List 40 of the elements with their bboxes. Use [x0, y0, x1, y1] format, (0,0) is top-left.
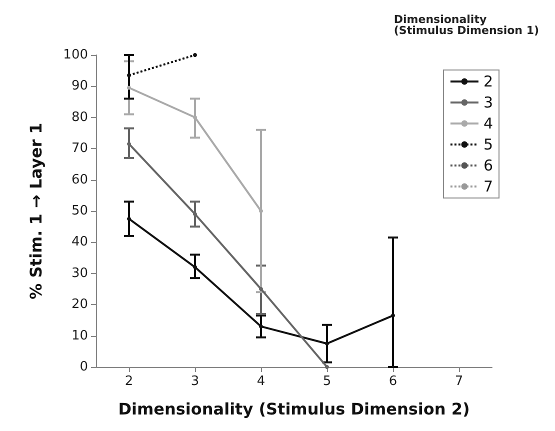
x-tick-label: 7 [454, 374, 464, 389]
point [127, 73, 131, 78]
point [127, 142, 131, 146]
point [325, 342, 329, 346]
y-tick-label: 70 [71, 141, 88, 156]
point [391, 314, 395, 318]
point [193, 53, 197, 57]
y-tick-label: 20 [71, 297, 88, 312]
y-tick-label: 100 [63, 48, 88, 62]
y-tick-label: 40 [71, 234, 88, 250]
y-tick-label: 60 [71, 172, 88, 188]
y-axis-title: % Stim. 1 → Layer 1 [26, 122, 46, 300]
legend-label: 3 [483, 94, 494, 112]
x-tick-label: 2 [124, 374, 134, 389]
x-tick-label: 5 [322, 374, 332, 389]
x-tick-label: 3 [190, 374, 200, 389]
x-axis-title: Dimensionality (Stimulus Dimension 2) [118, 400, 470, 418]
point [259, 287, 263, 291]
legend-title: Dimensionality (Stimulus Dimension 1) [394, 13, 540, 37]
point [259, 324, 263, 328]
point [193, 265, 197, 270]
x-tick-label: 6 [388, 374, 398, 389]
legend-label: 5 [483, 136, 494, 154]
y-tick-label: 90 [71, 78, 88, 94]
y-tick-label: 30 [71, 266, 88, 281]
y-tick-label: 50 [71, 204, 88, 218]
y-tick-label: 0 [80, 360, 88, 374]
legend-label: 2 [483, 72, 494, 90]
y-tick-label: 10 [71, 328, 88, 344]
legend-label: 6 [483, 156, 494, 174]
point [259, 209, 263, 213]
point [127, 86, 131, 90]
y-tick-label: 80 [71, 110, 88, 125]
point [127, 216, 131, 221]
point [193, 115, 197, 120]
point [193, 212, 197, 216]
point [325, 365, 329, 369]
legend-label: 4 [483, 114, 494, 132]
x-tick-label: 4 [256, 374, 266, 389]
legend-label: 7 [483, 178, 494, 196]
